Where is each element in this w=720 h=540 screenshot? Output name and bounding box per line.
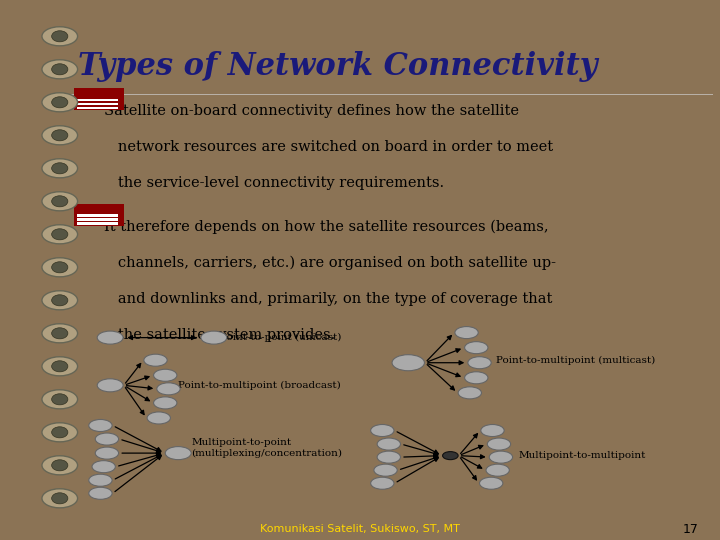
Ellipse shape xyxy=(42,60,78,79)
Ellipse shape xyxy=(42,27,78,46)
Ellipse shape xyxy=(52,328,68,339)
Text: the satellite system provides.: the satellite system provides. xyxy=(104,328,335,342)
Text: network resources are switched on board in order to meet: network resources are switched on board … xyxy=(104,140,553,154)
Ellipse shape xyxy=(95,433,119,445)
Ellipse shape xyxy=(490,451,513,463)
Ellipse shape xyxy=(464,372,488,384)
Ellipse shape xyxy=(52,427,68,438)
Ellipse shape xyxy=(92,461,115,472)
Ellipse shape xyxy=(42,258,78,277)
Text: Multipoint-to-point
(multiplexing/concentration): Multipoint-to-point (multiplexing/concen… xyxy=(191,438,342,458)
Ellipse shape xyxy=(487,438,510,450)
Ellipse shape xyxy=(89,420,112,431)
Text: 17: 17 xyxy=(683,523,698,536)
Ellipse shape xyxy=(377,451,400,463)
Ellipse shape xyxy=(486,464,509,476)
Ellipse shape xyxy=(42,225,78,244)
Ellipse shape xyxy=(153,397,177,409)
Ellipse shape xyxy=(52,460,68,471)
Ellipse shape xyxy=(89,474,112,486)
Ellipse shape xyxy=(144,354,167,366)
Ellipse shape xyxy=(42,159,78,178)
Ellipse shape xyxy=(464,342,488,354)
Ellipse shape xyxy=(97,331,123,344)
Bar xyxy=(77,222,118,225)
Ellipse shape xyxy=(455,327,478,339)
Text: the service-level connectivity requirements.: the service-level connectivity requireme… xyxy=(104,177,444,191)
Ellipse shape xyxy=(371,477,394,489)
Ellipse shape xyxy=(468,357,491,369)
Ellipse shape xyxy=(42,489,78,508)
Ellipse shape xyxy=(42,324,78,343)
Text: It therefore depends on how the satellite resources (beams,: It therefore depends on how the satellit… xyxy=(104,220,549,234)
Ellipse shape xyxy=(42,291,78,310)
Ellipse shape xyxy=(377,438,400,450)
Ellipse shape xyxy=(89,487,112,500)
Ellipse shape xyxy=(52,196,68,207)
Ellipse shape xyxy=(42,423,78,442)
Ellipse shape xyxy=(52,229,68,240)
Ellipse shape xyxy=(201,331,227,344)
Ellipse shape xyxy=(52,493,68,504)
Ellipse shape xyxy=(52,31,68,42)
Bar xyxy=(77,218,118,221)
Ellipse shape xyxy=(481,424,504,436)
Bar xyxy=(77,98,118,102)
Ellipse shape xyxy=(52,295,68,306)
Bar xyxy=(77,106,118,109)
Bar xyxy=(74,204,124,226)
Text: Point-to-multipoint (multicast): Point-to-multipoint (multicast) xyxy=(496,356,655,364)
Ellipse shape xyxy=(52,64,68,75)
Text: Satellite on-board connectivity defines how the satellite: Satellite on-board connectivity defines … xyxy=(104,104,518,118)
Ellipse shape xyxy=(52,361,68,372)
Ellipse shape xyxy=(52,394,68,405)
Ellipse shape xyxy=(374,464,397,476)
Ellipse shape xyxy=(443,451,458,460)
Text: Multipoint-to-multipoint: Multipoint-to-multipoint xyxy=(518,451,646,460)
Ellipse shape xyxy=(371,424,394,436)
Text: Point-to-multipoint (broadcast): Point-to-multipoint (broadcast) xyxy=(179,381,341,390)
Ellipse shape xyxy=(42,357,78,376)
Bar xyxy=(74,88,124,110)
Text: Komunikasi Satelit, Sukiswo, ST, MT: Komunikasi Satelit, Sukiswo, ST, MT xyxy=(260,524,460,534)
Ellipse shape xyxy=(480,477,503,489)
Ellipse shape xyxy=(42,126,78,145)
Ellipse shape xyxy=(97,379,123,392)
Ellipse shape xyxy=(52,163,68,174)
Text: Types of Network Connectivity: Types of Network Connectivity xyxy=(78,51,598,83)
Ellipse shape xyxy=(42,390,78,409)
Ellipse shape xyxy=(52,97,68,108)
Ellipse shape xyxy=(42,93,78,112)
Text: channels, carriers, etc.) are organised on both satellite up-: channels, carriers, etc.) are organised … xyxy=(104,256,556,270)
Ellipse shape xyxy=(95,447,119,459)
Text: Point-to-point (unicast): Point-to-point (unicast) xyxy=(220,333,342,342)
Bar xyxy=(77,214,118,217)
Ellipse shape xyxy=(392,355,425,371)
Ellipse shape xyxy=(458,387,482,399)
Ellipse shape xyxy=(157,383,180,395)
Ellipse shape xyxy=(52,262,68,273)
Bar xyxy=(77,103,118,105)
Ellipse shape xyxy=(165,447,192,460)
Ellipse shape xyxy=(42,456,78,475)
Ellipse shape xyxy=(153,369,177,381)
Ellipse shape xyxy=(42,192,78,211)
Ellipse shape xyxy=(52,130,68,141)
Ellipse shape xyxy=(147,412,171,424)
Text: and downlinks and, primarily, on the type of coverage that: and downlinks and, primarily, on the typ… xyxy=(104,292,552,306)
